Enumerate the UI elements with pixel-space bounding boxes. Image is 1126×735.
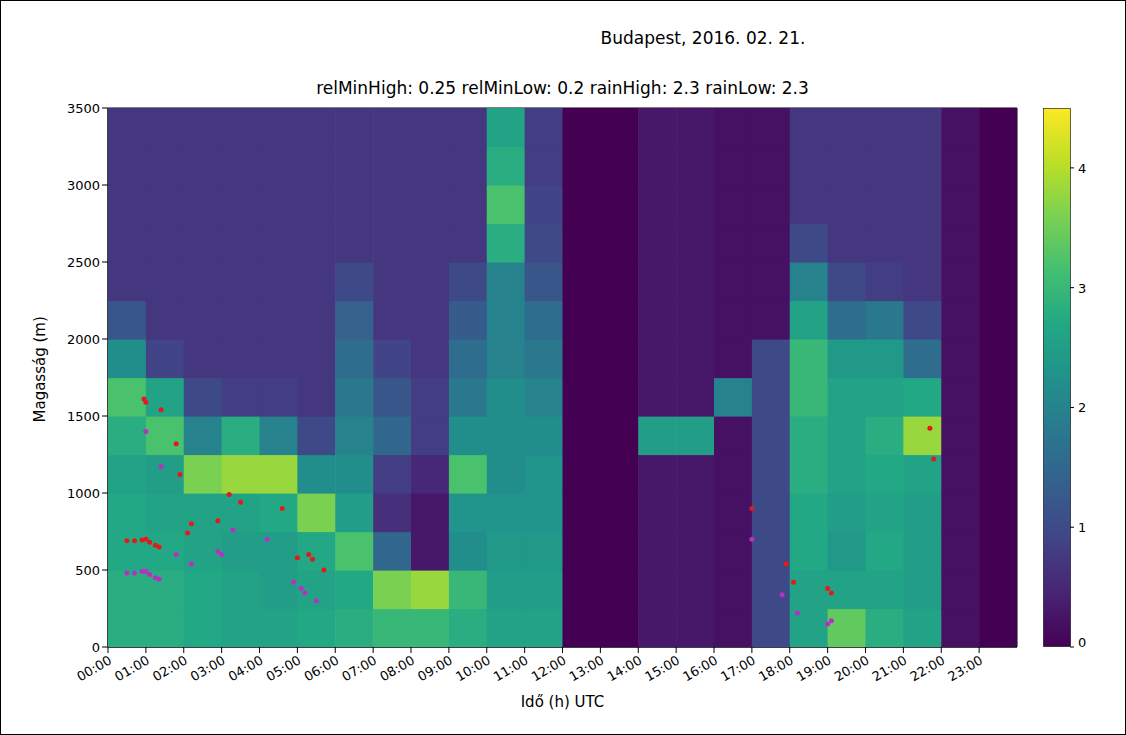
svg-text:10:00: 10:00 xyxy=(453,653,493,685)
svg-text:2000: 2000 xyxy=(67,332,100,347)
svg-text:21:00: 21:00 xyxy=(870,653,910,685)
svg-text:0: 0 xyxy=(1078,635,1086,650)
svg-text:08:00: 08:00 xyxy=(377,653,417,685)
svg-text:00:00: 00:00 xyxy=(74,653,114,685)
html-text:Budapest, 2016. 02. 21.: Budapest, 2016. 02. 21. xyxy=(600,28,806,48)
svg-text:16:00: 16:00 xyxy=(680,653,720,685)
svg-text:07:00: 07:00 xyxy=(339,653,379,685)
svg-text:09:00: 09:00 xyxy=(415,653,455,685)
svg-text:2500: 2500 xyxy=(67,255,100,270)
svg-text:12:00: 12:00 xyxy=(529,653,569,685)
svg-text:0: 0 xyxy=(92,640,100,655)
svg-text:05:00: 05:00 xyxy=(264,653,304,685)
svg-text:3000: 3000 xyxy=(67,178,100,193)
svg-text:02:00: 02:00 xyxy=(150,653,190,685)
svg-text:03:00: 03:00 xyxy=(188,653,228,685)
svg-text:Magasság (m): Magasság (m) xyxy=(31,316,49,422)
svg-text:17:00: 17:00 xyxy=(718,653,758,685)
svg-text:500: 500 xyxy=(75,563,100,578)
svg-text:2: 2 xyxy=(1078,400,1086,415)
svg-text:3: 3 xyxy=(1078,281,1086,296)
svg-text:14:00: 14:00 xyxy=(604,653,644,685)
svg-text:15:00: 15:00 xyxy=(642,653,682,685)
svg-text:11:00: 11:00 xyxy=(491,653,531,685)
svg-text:1500: 1500 xyxy=(67,409,100,424)
svg-text:4: 4 xyxy=(1078,161,1086,176)
svg-text:1: 1 xyxy=(1078,520,1086,535)
svg-text:04:00: 04:00 xyxy=(226,653,266,685)
svg-text:18:00: 18:00 xyxy=(756,653,796,685)
svg-text:3500: 3500 xyxy=(67,101,100,116)
svg-text:20:00: 20:00 xyxy=(832,653,872,685)
html-text:relMinHigh: 0.25 relMinLow: 0.: relMinHigh: 0.25 relMinLow: 0.2 rainHigh… xyxy=(316,78,809,98)
svg-text:1000: 1000 xyxy=(67,486,100,501)
svg-text:23:00: 23:00 xyxy=(945,653,985,685)
svg-text:22:00: 22:00 xyxy=(907,653,947,685)
svg-text:Idő (h) UTC: Idő (h) UTC xyxy=(521,693,605,711)
svg-text:01:00: 01:00 xyxy=(112,653,152,685)
svg-text:13:00: 13:00 xyxy=(567,653,607,685)
svg-text:19:00: 19:00 xyxy=(794,653,834,685)
svg-text:06:00: 06:00 xyxy=(301,653,341,685)
